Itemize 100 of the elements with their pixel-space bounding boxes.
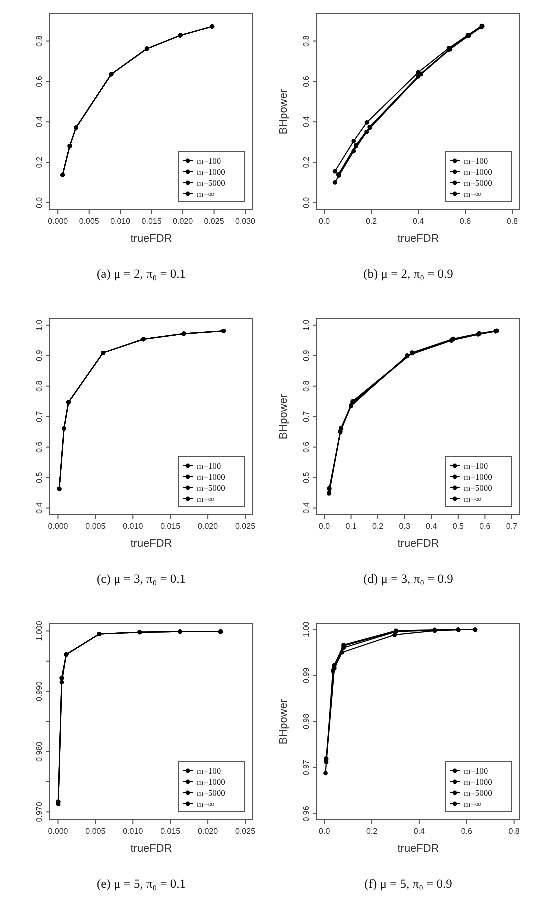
- y-tick-label: 0.6: [35, 441, 44, 453]
- x-axis-title: trueFDR: [398, 843, 440, 855]
- x-axis-title: trueFDR: [398, 233, 440, 245]
- y-tick-label: 0.6: [302, 76, 311, 88]
- x-tick-label: 0.8: [506, 217, 519, 226]
- y-tick-label: 1.00: [302, 621, 311, 638]
- x-tick-label: 0.005: [86, 827, 106, 836]
- x-tick-label: 0.025: [235, 522, 256, 531]
- x-tick-label: 0.015: [160, 827, 182, 836]
- y-axis-title: BHpower: [278, 89, 290, 135]
- text: (a) μ = 2, π₀ = 0.1: [96, 267, 186, 281]
- y-tick-label: 0.0: [302, 196, 311, 208]
- x-tick-label: 0.0: [318, 217, 331, 226]
- x-tick-label: 0.3: [399, 522, 411, 531]
- y-tick-label: 1.000: [35, 620, 44, 642]
- x-tick-label: 0.010: [123, 522, 144, 531]
- x-tick-label: 0.020: [198, 522, 219, 531]
- x-tick-label: 0.4: [426, 522, 438, 531]
- legend-label: m=100: [464, 461, 488, 471]
- y-tick-label: 0.6: [35, 76, 44, 88]
- legend-label: m=1000: [197, 167, 226, 177]
- text: (b) μ = 2, π₀ = 0.9: [364, 267, 454, 281]
- x-tick-label: 0.030: [235, 217, 256, 226]
- y-tick-label: 0.970: [35, 802, 44, 822]
- y-tick-label: 0.2: [302, 156, 311, 168]
- y-tick-label: 0.96: [302, 806, 311, 822]
- y-tick-label: 1.0: [35, 319, 44, 331]
- x-tick-label: 0.020: [173, 217, 194, 226]
- x-tick-label: 0.4: [414, 827, 426, 836]
- y-tick-label: 1.0: [302, 319, 311, 331]
- legend-label: m=100: [464, 156, 488, 166]
- x-tick-label: 0.0: [318, 522, 331, 531]
- x-tick-label: 0.020: [198, 827, 219, 836]
- x-tick-label: 0.000: [48, 522, 69, 531]
- legend-label: m=1000: [464, 472, 492, 482]
- x-tick-label: 0.2: [366, 217, 378, 226]
- x-tick-label: 0.2: [366, 827, 378, 836]
- legend-label: m=100: [197, 461, 222, 471]
- text: (c) μ = 3, π₀ = 0.1: [96, 572, 186, 586]
- legend-label: m=∞: [464, 799, 482, 809]
- legend-label: m=1000: [197, 472, 226, 482]
- x-tick-label: 0.000: [48, 827, 69, 836]
- y-tick-label: 0.99: [302, 667, 311, 684]
- x-tick-label: 0.015: [160, 522, 182, 531]
- x-tick-label: 0.4: [412, 217, 425, 226]
- legend-label: m=5000: [464, 178, 492, 188]
- legend-label: m=100: [197, 766, 222, 776]
- y-tick-label: 0.8: [302, 35, 311, 47]
- y-tick-label: 0.4: [35, 116, 44, 128]
- legend-label: m=5000: [197, 178, 226, 188]
- x-tick-label: 0.5: [452, 522, 465, 531]
- legend-label: m=1000: [464, 777, 492, 787]
- legend-label: m=5000: [197, 788, 226, 798]
- x-tick-label: 0.8: [508, 827, 520, 836]
- x-tick-label: 0.6: [460, 217, 472, 226]
- x-tick-label: 0.7: [506, 522, 518, 531]
- text: (e) μ = 5, π₀ = 0.1: [96, 877, 186, 891]
- y-tick-label: 0.9: [302, 350, 311, 362]
- y-tick-label: 0.8: [35, 35, 44, 47]
- x-tick-label: 0.000: [48, 217, 69, 226]
- x-tick-label: 0.010: [123, 827, 144, 836]
- legend-label: m=∞: [464, 494, 482, 504]
- y-tick-label: 0.8: [35, 380, 44, 392]
- y-tick-label: 0.9: [35, 350, 44, 362]
- x-tick-label: 0.1: [346, 522, 358, 531]
- y-axis-title: BHpower: [278, 699, 290, 745]
- y-tick-label: 0.4: [302, 116, 311, 128]
- y-tick-label: 0.0: [35, 196, 44, 208]
- legend-label: m=100: [197, 156, 222, 166]
- y-tick-label: 0.8: [302, 380, 311, 392]
- legend-label: m=∞: [197, 189, 214, 199]
- legend-label: m=1000: [464, 167, 492, 177]
- x-tick-label: 0.025: [235, 827, 256, 836]
- x-axis-title: trueFDR: [130, 843, 172, 855]
- x-axis-title: trueFDR: [130, 233, 172, 245]
- text: (f) μ = 5, π₀ = 0.9: [364, 877, 452, 891]
- legend-label: m=∞: [197, 799, 214, 809]
- x-tick-label: 0.2: [372, 522, 384, 531]
- x-tick-label: 0.025: [204, 217, 225, 226]
- y-tick-label: 0.4: [302, 502, 311, 514]
- y-tick-label: 0.5: [35, 472, 44, 484]
- y-tick-label: 0.5: [302, 472, 311, 484]
- legend-label: m=5000: [197, 483, 226, 493]
- legend-label: m=∞: [197, 494, 214, 504]
- legend-label: m=5000: [464, 483, 492, 493]
- text: (d) μ = 3, π₀ = 0.9: [364, 572, 454, 586]
- y-axis-title: BHpower: [278, 394, 290, 440]
- y-tick-label: 0.98: [302, 713, 311, 730]
- x-tick-label: 0.005: [79, 217, 100, 226]
- y-tick-label: 0.980: [35, 741, 44, 762]
- y-tick-label: 0.990: [35, 680, 44, 702]
- y-tick-label: 0.7: [35, 410, 44, 422]
- x-axis-title: trueFDR: [130, 538, 172, 550]
- x-tick-label: 0.6: [461, 827, 473, 836]
- y-tick-label: 0.2: [35, 156, 44, 168]
- legend-label: m=100: [464, 766, 488, 776]
- x-tick-label: 0.6: [480, 522, 492, 531]
- x-axis-title: trueFDR: [398, 538, 440, 550]
- y-tick-label: 0.7: [302, 410, 311, 422]
- y-tick-label: 0.6: [302, 441, 311, 453]
